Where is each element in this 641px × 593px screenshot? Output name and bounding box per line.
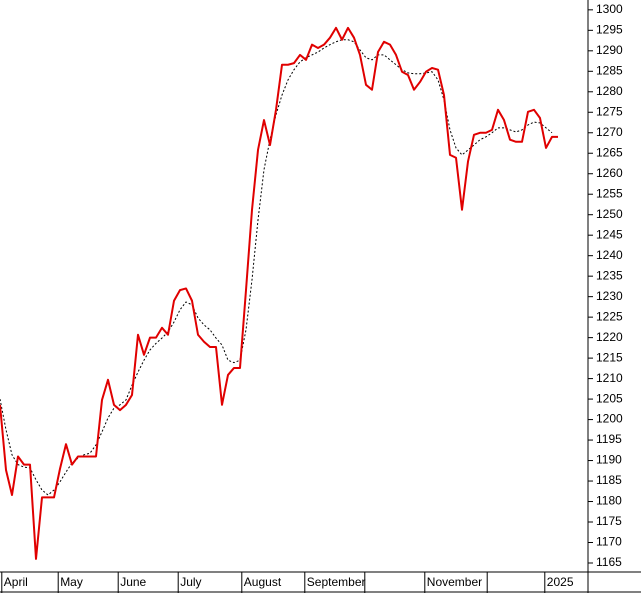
y-tick-label: 1205 xyxy=(596,391,623,405)
y-tick-label: 1240 xyxy=(596,248,623,262)
x-tick-label: 2025 xyxy=(547,575,574,589)
y-tick-label: 1280 xyxy=(596,84,623,98)
x-tick-label: November xyxy=(427,575,482,589)
y-tick-label: 1215 xyxy=(596,350,623,364)
y-tick-label: 1275 xyxy=(596,104,623,118)
y-tick-label: 1235 xyxy=(596,268,623,282)
x-tick-label: April xyxy=(4,575,28,589)
y-tick-label: 1195 xyxy=(596,432,622,446)
y-tick-label: 1250 xyxy=(596,207,623,221)
y-tick-label: 1165 xyxy=(596,555,622,569)
y-tick-label: 1270 xyxy=(596,125,623,139)
y-tick-label: 1230 xyxy=(596,289,623,303)
y-tick-label: 1225 xyxy=(596,309,623,323)
y-tick-label: 1180 xyxy=(596,494,622,508)
y-tick-label: 1265 xyxy=(596,145,623,159)
x-tick-label: September xyxy=(307,575,366,589)
y-tick-label: 1295 xyxy=(596,22,623,36)
y-tick-label: 1190 xyxy=(596,453,622,467)
y-tick-label: 1175 xyxy=(596,514,622,528)
y-tick-label: 1260 xyxy=(596,166,623,180)
y-tick-label: 1285 xyxy=(596,63,623,77)
x-tick-label: June xyxy=(120,575,146,589)
x-tick-label: July xyxy=(180,575,201,589)
y-tick-label: 1300 xyxy=(596,2,623,16)
y-tick-label: 1245 xyxy=(596,227,623,241)
y-tick-label: 1255 xyxy=(596,186,623,200)
y-tick-label: 1170 xyxy=(596,535,622,549)
x-tick-label: August xyxy=(244,575,282,589)
y-tick-label: 1210 xyxy=(596,371,623,385)
price-line xyxy=(0,26,558,560)
y-tick-label: 1220 xyxy=(596,330,623,344)
y-tick-label: 1185 xyxy=(596,473,622,487)
y-tick-label: 1290 xyxy=(596,43,623,57)
x-tick-label: May xyxy=(60,575,83,589)
y-tick-label: 1200 xyxy=(596,412,623,426)
plot-area xyxy=(0,0,588,572)
